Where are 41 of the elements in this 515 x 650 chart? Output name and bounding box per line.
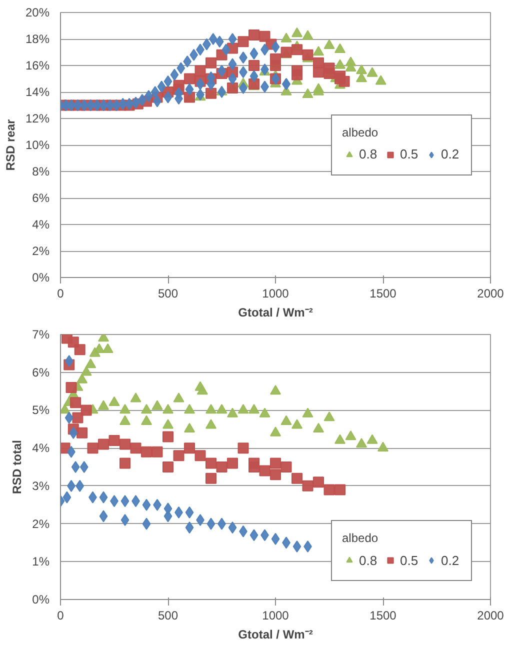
x-tick-label: 1000 bbox=[262, 608, 290, 622]
x-tick-label: 1000 bbox=[262, 286, 290, 300]
y-tick-label: 2% bbox=[32, 516, 50, 531]
y-tick-label: 10% bbox=[25, 138, 50, 152]
y-tick-label: 7% bbox=[32, 328, 50, 342]
x-tick-label: 2000 bbox=[477, 608, 504, 622]
y-tick-label: 0% bbox=[32, 270, 50, 284]
y-tick-label: 14% bbox=[25, 85, 50, 99]
legend-label: 0.8 bbox=[359, 146, 378, 162]
y-tick-label: 3% bbox=[32, 478, 50, 493]
y-tick-label: 2% bbox=[32, 244, 50, 258]
y-axis-title: RSD total bbox=[10, 440, 24, 494]
x-tick-label: 0 bbox=[57, 286, 64, 300]
y-tick-label: 18% bbox=[25, 32, 50, 46]
legend-label: 0.2 bbox=[441, 552, 460, 568]
y-tick-label: 1% bbox=[32, 554, 50, 569]
y-tick-label: 12% bbox=[25, 112, 50, 126]
y-tick-label: 4% bbox=[32, 441, 50, 456]
y-tick-label: 5% bbox=[32, 403, 50, 418]
legend-title: albedo bbox=[342, 531, 380, 545]
x-tick-label: 1500 bbox=[370, 608, 397, 622]
y-tick-label: 6% bbox=[32, 191, 50, 205]
y-tick-label: 4% bbox=[32, 218, 50, 232]
y-tick-label: 0% bbox=[32, 592, 50, 606]
x-tick-label: 2000 bbox=[477, 286, 504, 300]
y-axis-title: RSD rear bbox=[3, 118, 18, 171]
x-tick-label: 500 bbox=[158, 608, 178, 622]
legend-title: albedo bbox=[342, 125, 380, 139]
x-tick-label: 500 bbox=[158, 286, 178, 300]
y-tick-label: 6% bbox=[32, 365, 50, 380]
x-tick-label: 0 bbox=[57, 608, 64, 622]
x-tick-label: 1500 bbox=[370, 286, 397, 300]
x-axis-title: Gtotal / Wm⁻² bbox=[238, 628, 313, 642]
legend-label: 0.5 bbox=[400, 146, 420, 162]
x-axis-title: Gtotal / Wm⁻² bbox=[238, 306, 313, 320]
y-tick-label: 16% bbox=[25, 58, 50, 72]
legend-label: 0.8 bbox=[359, 552, 378, 568]
y-tick-label: 8% bbox=[32, 164, 50, 178]
legend-label: 0.2 bbox=[441, 146, 460, 162]
y-tick-label: 20% bbox=[25, 6, 50, 20]
legend-label: 0.5 bbox=[400, 552, 420, 568]
